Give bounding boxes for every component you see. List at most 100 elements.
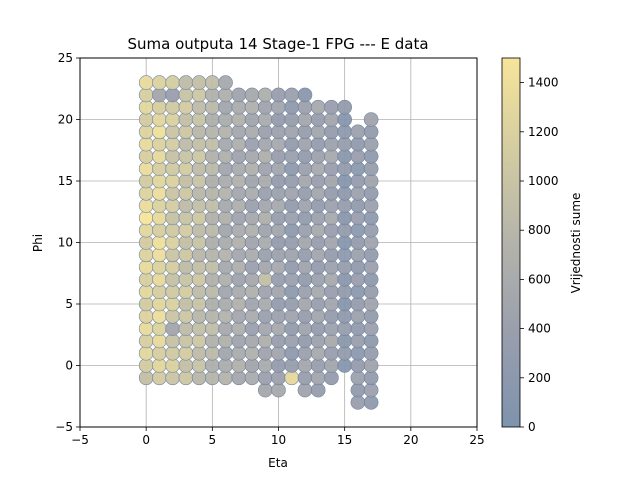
data-point <box>284 124 300 140</box>
data-point <box>310 321 326 336</box>
data-point <box>257 112 273 127</box>
data-point <box>350 259 366 275</box>
data-point <box>218 161 233 176</box>
colorbar-label: Vrijednosti sume <box>569 193 583 294</box>
data-point <box>284 161 300 176</box>
data-point <box>205 112 220 127</box>
data-point <box>363 112 379 127</box>
data-point <box>191 358 207 373</box>
y-axis-ticks: −5 0 5 10 15 20 25 <box>55 51 80 434</box>
colorbar-tick-label: 1400 <box>528 76 559 90</box>
data-point <box>244 370 260 386</box>
data-point <box>152 272 167 287</box>
data-point <box>205 222 220 238</box>
data-point <box>284 173 300 189</box>
data-point <box>218 136 233 152</box>
colorbar-tick-label: 1200 <box>528 125 559 139</box>
data-point <box>165 321 180 336</box>
data-point <box>191 247 207 263</box>
data-point <box>271 99 286 115</box>
data-point <box>191 198 207 213</box>
data-point <box>191 161 207 176</box>
data-point <box>165 370 180 386</box>
data-point <box>231 333 247 349</box>
data-point <box>218 235 233 250</box>
data-point <box>337 296 352 312</box>
data-point <box>297 296 313 312</box>
data-point <box>152 161 167 176</box>
data-point <box>138 87 154 103</box>
data-point <box>324 259 339 275</box>
data-point <box>297 259 313 275</box>
data-point <box>244 345 260 361</box>
data-point <box>165 87 180 103</box>
data-point <box>363 308 379 324</box>
data-point <box>231 272 247 287</box>
data-point <box>284 149 300 164</box>
data-point <box>244 222 260 238</box>
data-point <box>257 87 273 103</box>
data-point <box>165 136 180 152</box>
data-point <box>271 370 286 386</box>
data-point <box>178 284 194 300</box>
data-point <box>324 358 339 373</box>
data-point <box>350 321 366 336</box>
data-point <box>191 112 207 127</box>
data-point <box>244 247 260 263</box>
data-point <box>271 333 286 349</box>
x-tick-label: 15 <box>337 433 352 447</box>
data-point <box>138 186 154 201</box>
data-point <box>324 124 339 140</box>
y-tick-label: 15 <box>58 174 73 188</box>
data-point <box>191 235 207 250</box>
data-point <box>337 345 352 361</box>
data-point <box>244 235 260 250</box>
data-point <box>244 124 260 140</box>
data-point <box>178 308 194 324</box>
data-point <box>257 222 273 238</box>
data-point <box>138 112 154 127</box>
data-point <box>271 321 286 336</box>
data-point <box>310 345 326 361</box>
data-point <box>231 198 247 213</box>
data-point <box>297 161 313 176</box>
data-point <box>178 124 194 140</box>
data-point <box>350 186 366 201</box>
data-point <box>138 358 154 373</box>
colorbar-tick-label: 800 <box>528 223 551 237</box>
data-point <box>191 124 207 140</box>
data-points <box>138 75 379 410</box>
data-point <box>152 247 167 263</box>
data-point <box>363 321 379 336</box>
data-point <box>244 308 260 324</box>
data-point <box>165 247 180 263</box>
data-point <box>218 149 233 164</box>
data-point <box>363 161 379 176</box>
data-point <box>244 321 260 336</box>
data-point <box>218 345 233 361</box>
data-point <box>218 75 233 90</box>
data-point <box>205 198 220 213</box>
x-tick-label: 10 <box>271 433 286 447</box>
data-point <box>257 186 273 201</box>
data-point <box>178 149 194 164</box>
data-point <box>231 161 247 176</box>
data-point <box>205 321 220 336</box>
data-point <box>350 136 366 152</box>
data-point <box>363 296 379 312</box>
data-point <box>284 99 300 115</box>
data-point <box>152 296 167 312</box>
data-point <box>297 382 313 398</box>
data-point <box>205 186 220 201</box>
data-point <box>310 136 326 152</box>
data-point <box>218 87 233 103</box>
data-point <box>231 124 247 140</box>
data-point <box>218 333 233 349</box>
data-point <box>350 395 366 410</box>
data-point <box>231 222 247 238</box>
data-point <box>257 124 273 140</box>
data-point <box>244 210 260 226</box>
data-point <box>324 210 339 226</box>
data-point <box>310 198 326 213</box>
